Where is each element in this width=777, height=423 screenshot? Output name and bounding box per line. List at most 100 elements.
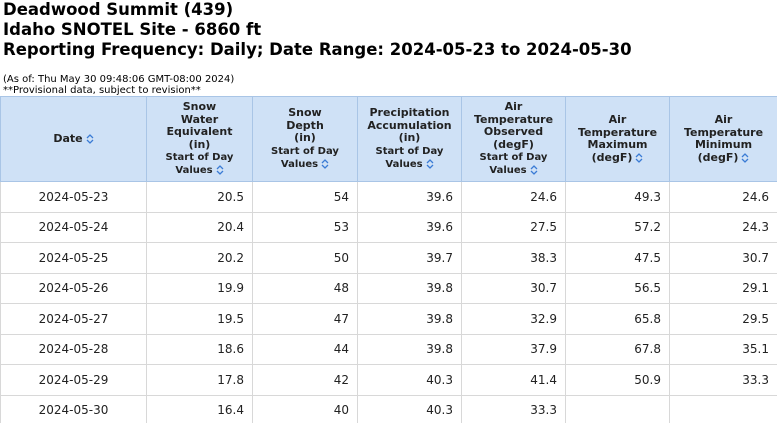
header-label: Air xyxy=(504,100,523,113)
column-header[interactable]: Air Temperature Minimum (degF) xyxy=(669,96,777,182)
column-header[interactable]: Snow Depth (in) Start of Day Values xyxy=(252,96,358,182)
column-header[interactable]: Date xyxy=(0,96,147,182)
table-cell: 2024-05-23 xyxy=(0,181,147,213)
sort-icon[interactable] xyxy=(635,152,643,163)
table-cell: 24.3 xyxy=(669,211,777,243)
data-table: Date Snow Water Equivalent (in) Start of Day V… xyxy=(0,96,777,423)
header-sub: Values xyxy=(175,165,213,176)
table-cell: 20.2 xyxy=(146,242,253,274)
table-cell: 56.5 xyxy=(565,272,670,304)
table-cell: 39.8 xyxy=(357,303,462,335)
header-sub: Start of Day xyxy=(375,145,444,157)
header-label: Maximum xyxy=(587,138,648,151)
table-cell: 2024-05-28 xyxy=(0,333,147,365)
table-cell: 39.8 xyxy=(357,333,462,365)
table-cell: 53 xyxy=(252,211,358,243)
table-cell: 2024-05-25 xyxy=(0,242,147,274)
table-row: 2024-05-23 20.5 54 39.6 24.6 49.3 24.6 xyxy=(0,181,777,213)
header-sub: Start of Day xyxy=(479,152,548,163)
table-cell: 57.2 xyxy=(565,211,670,243)
table-cell: 41.4 xyxy=(461,364,566,396)
header-label: (degF) xyxy=(493,137,534,151)
header-row: Date Snow Water Equivalent (in) Start of Day V… xyxy=(0,96,777,182)
header-label: Snow xyxy=(182,100,217,113)
table-cell: 2024-05-30 xyxy=(0,394,147,423)
table-cell: 38.3 xyxy=(461,242,566,274)
header-sub: Values xyxy=(489,165,527,176)
header-sub: Start of Day xyxy=(271,145,339,157)
header-label: Depth xyxy=(286,118,324,132)
header-label: Temperature xyxy=(577,125,658,139)
table-cell: 18.6 xyxy=(146,333,253,365)
header-label: Snow xyxy=(288,106,322,120)
table-cell: 47 xyxy=(252,303,358,335)
table-row: 2024-05-29 17.8 42 40.3 41.4 50.9 33.3 xyxy=(0,364,777,396)
table-cell: 24.6 xyxy=(669,181,777,213)
header-label: Precipitation xyxy=(369,106,450,120)
header-label: Observed xyxy=(483,125,544,138)
table-cell: 30.7 xyxy=(669,242,777,274)
sort-icon[interactable] xyxy=(216,165,224,175)
table-cell: 65.8 xyxy=(565,303,670,335)
table-cell: 32.9 xyxy=(461,303,566,335)
table-cell: 42 xyxy=(252,364,358,396)
column-header[interactable]: Air Temperature Observed (degF) Start of Day… xyxy=(461,96,566,182)
table-cell: 47.5 xyxy=(565,242,670,274)
header-label: Temperature xyxy=(683,125,764,139)
header-sub: Values xyxy=(385,158,423,170)
table-cell xyxy=(669,394,777,423)
table-cell: 40.3 xyxy=(357,394,462,423)
table-cell: 48 xyxy=(252,272,358,304)
table-cell: 33.3 xyxy=(461,394,566,423)
sort-icon[interactable] xyxy=(426,158,434,169)
note: **Provisional data, subject to revision*… xyxy=(3,85,201,96)
header-label: Accumulation xyxy=(367,118,452,132)
table-cell: 39.6 xyxy=(357,181,462,213)
sort-icon[interactable] xyxy=(741,152,749,163)
sort-icon[interactable] xyxy=(86,133,94,144)
sort-icon[interactable] xyxy=(530,165,538,175)
header-label: (degF) xyxy=(591,150,633,164)
header-label: Minimum xyxy=(694,138,753,151)
header-label: Air xyxy=(714,113,733,126)
table-cell: 49.3 xyxy=(565,181,670,213)
table-body: 2024-05-23 20.5 54 39.6 24.6 49.3 24.6 2024-05-… xyxy=(0,181,777,423)
table-cell: 19.5 xyxy=(146,303,253,335)
table-row: 2024-05-27 19.5 47 39.8 32.9 65.8 29.5 xyxy=(0,303,777,335)
table-cell: 16.4 xyxy=(146,394,253,423)
as-of: (As of: Thu May 30 09:48:06 GMT-08:00 20… xyxy=(3,74,235,85)
table-cell: 44 xyxy=(252,333,358,365)
table-cell: 40 xyxy=(252,394,358,423)
column-header[interactable]: Snow Water Equivalent (in) Start of Day Value… xyxy=(146,96,253,182)
table-cell: 19.9 xyxy=(146,272,253,304)
table-cell: 2024-05-29 xyxy=(0,364,147,396)
header-label: (in) xyxy=(398,131,421,145)
table-row: 2024-05-26 19.9 48 39.8 30.7 56.5 29.1 xyxy=(0,272,777,304)
sort-icon[interactable] xyxy=(321,158,329,169)
table-row: 2024-05-28 18.6 44 39.8 37.9 67.8 35.1 xyxy=(0,333,777,365)
table-cell: 27.5 xyxy=(461,211,566,243)
header-label: (in) xyxy=(294,131,316,145)
table-cell: 30.7 xyxy=(461,272,566,304)
table-cell: 39.7 xyxy=(357,242,462,274)
table-cell: 2024-05-26 xyxy=(0,272,147,304)
table-cell: 17.8 xyxy=(146,364,253,396)
table-cell: 2024-05-27 xyxy=(0,303,147,335)
header-label: Date xyxy=(53,131,83,145)
table-cell: 37.9 xyxy=(461,333,566,365)
table-cell: 54 xyxy=(252,181,358,213)
table-cell: 29.1 xyxy=(669,272,777,304)
table-cell: 2024-05-24 xyxy=(0,211,147,243)
table-cell: 29.5 xyxy=(669,303,777,335)
column-header[interactable]: Precipitation Accumulation (in) Start of Da… xyxy=(357,96,462,182)
header-sub: Start of Day xyxy=(165,152,234,163)
table-row: 2024-05-30 16.4 40 40.3 33.3 xyxy=(0,394,777,423)
header-label: (in) xyxy=(188,137,211,151)
title: Deadwood Summit (439) xyxy=(3,0,234,19)
header-label: Water xyxy=(180,112,219,126)
table-row: 2024-05-25 20.2 50 39.7 38.3 47.5 30.7 xyxy=(0,242,777,274)
table-cell: 50 xyxy=(252,242,358,274)
column-header[interactable]: Air Temperature Maximum (degF) xyxy=(565,96,670,182)
table-cell xyxy=(565,394,670,423)
